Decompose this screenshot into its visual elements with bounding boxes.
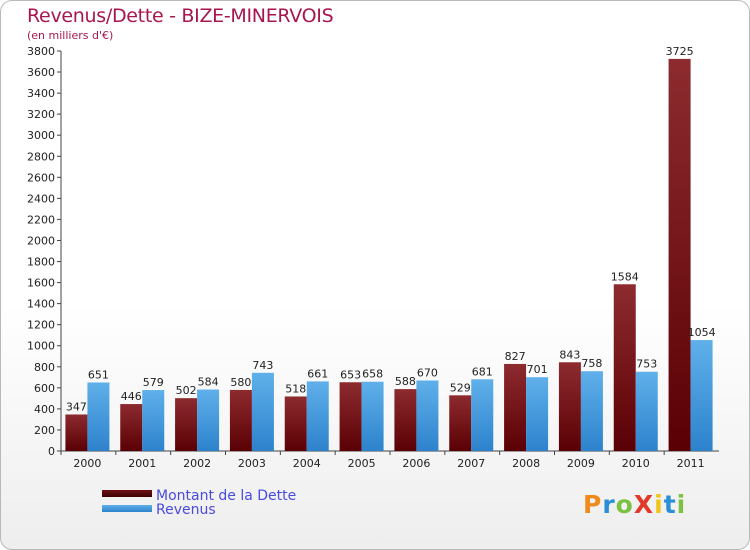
y-tick-label: 1200 — [27, 319, 55, 332]
y-tick-label: 3000 — [27, 129, 55, 142]
bar-debt-2004 — [284, 396, 307, 451]
data-label-debt-2003: 580 — [230, 376, 251, 389]
x-tick-label: 2008 — [512, 457, 540, 470]
axes: 0 200 400 600 800 1000 1200 1400 1600 1800 2000 220… — [27, 45, 719, 470]
data-label-debt-2010: 1584 — [611, 270, 639, 283]
data-label-revenue-2006: 670 — [417, 366, 438, 379]
data-label-debt-2011: 3725 — [666, 45, 694, 58]
x-tick-label: 2003 — [238, 457, 266, 470]
logo-letter: r — [602, 490, 616, 519]
x-tick-label: 2005 — [348, 457, 376, 470]
bar-revenue-2001 — [142, 390, 165, 451]
data-label-revenue-2005: 658 — [362, 368, 383, 381]
chart-title: Revenus/Dette - BIZE-MINERVOIS — [27, 5, 334, 27]
proxiti-logo: ProXiti — [583, 490, 686, 519]
x-tick-label: 2002 — [183, 457, 211, 470]
y-tick-label: 2200 — [27, 213, 55, 226]
data-label-debt-2000: 347 — [66, 400, 87, 413]
legend-label-debt: Montant de la Dette — [156, 488, 297, 504]
y-tick-label: 3800 — [27, 45, 55, 58]
bar-debt-2008 — [504, 363, 527, 451]
x-tick-label: 2007 — [457, 457, 485, 470]
y-tick-label: 1400 — [27, 298, 55, 311]
data-label-revenue-2003: 743 — [252, 359, 273, 372]
x-tick-label: 2010 — [622, 457, 650, 470]
x-tick-label: 2000 — [73, 457, 101, 470]
data-label-revenue-2011: 1054 — [688, 326, 716, 339]
data-label-revenue-2007: 681 — [472, 365, 493, 378]
logo-letter: i — [676, 490, 687, 519]
y-tick-label: 800 — [34, 361, 55, 374]
bar-debt-2005 — [339, 382, 362, 451]
logo-letter: i — [654, 490, 664, 519]
data-label-revenue-2002: 584 — [198, 376, 219, 389]
bars — [65, 58, 713, 451]
x-tick-label: 2009 — [567, 457, 595, 470]
data-label-debt-2001: 446 — [121, 390, 142, 403]
legend-swatch-revenue — [102, 505, 152, 512]
bar-revenue-2009 — [580, 371, 603, 451]
legend-swatch-debt — [102, 490, 152, 497]
x-tick-label: 2006 — [402, 457, 430, 470]
bar-revenue-2007 — [471, 379, 494, 451]
bar-revenue-2011 — [690, 340, 713, 451]
y-tick-label: 600 — [34, 382, 55, 395]
logo-letter: o — [615, 490, 634, 519]
data-label-debt-2002: 502 — [176, 384, 197, 397]
bar-revenue-2010 — [635, 371, 658, 451]
bar-revenue-2006 — [416, 380, 439, 451]
x-tick-label: 2004 — [293, 457, 321, 470]
bar-debt-2010 — [613, 284, 636, 451]
bar-debt-2009 — [558, 362, 581, 451]
bar-debt-2011 — [668, 58, 691, 451]
y-tick-label: 2800 — [27, 150, 55, 163]
data-label-revenue-2004: 661 — [307, 367, 328, 380]
data-label-revenue-2010: 753 — [636, 358, 657, 371]
y-tick-label: 400 — [34, 403, 55, 416]
data-label-debt-2006: 588 — [395, 375, 416, 388]
data-label-revenue-2000: 651 — [88, 368, 109, 381]
y-tick-label: 0 — [48, 445, 55, 458]
y-tick-label: 2400 — [27, 192, 55, 205]
bar-revenue-2008 — [526, 377, 549, 451]
data-label-debt-2005: 653 — [340, 368, 361, 381]
data-label-revenue-2001: 579 — [143, 376, 164, 389]
y-tick-label: 1600 — [27, 277, 55, 290]
data-label-debt-2008: 827 — [505, 350, 526, 363]
x-tick-label: 2011 — [677, 457, 705, 470]
bar-revenue-2003 — [251, 372, 274, 451]
bar-revenue-2004 — [306, 381, 329, 451]
bar-revenue-2000 — [87, 382, 110, 451]
bar-debt-2006 — [394, 389, 417, 451]
y-tick-label: 3200 — [27, 108, 55, 121]
bar-debt-2002 — [175, 398, 198, 451]
logo-letter: X — [633, 490, 655, 519]
logo-letter: P — [583, 490, 603, 519]
y-tick-label: 2000 — [27, 234, 55, 247]
bar-revenue-2002 — [197, 389, 220, 451]
y-tick-label: 1800 — [27, 256, 55, 269]
y-tick-label: 200 — [34, 424, 55, 437]
y-tick-label: 2600 — [27, 171, 55, 184]
x-tick-label: 2001 — [128, 457, 156, 470]
data-label-revenue-2009: 758 — [581, 357, 602, 370]
y-tick-label: 3600 — [27, 66, 55, 79]
data-label-revenue-2008: 701 — [527, 363, 548, 376]
y-tick-label: 1000 — [27, 340, 55, 353]
y-tick-label: 3400 — [27, 87, 55, 100]
bar-debt-2003 — [229, 389, 252, 451]
bar-debt-2001 — [120, 404, 143, 451]
bar-revenue-2005 — [361, 381, 384, 451]
bar-debt-2007 — [449, 395, 472, 451]
data-label-debt-2004: 518 — [285, 382, 306, 395]
bar-debt-2000 — [65, 414, 88, 451]
logo-letter: t — [663, 490, 677, 519]
chart-subtitle: (en milliers d'€) — [27, 29, 114, 42]
data-label-debt-2007: 529 — [450, 381, 471, 394]
legend-label-revenue: Revenus — [156, 502, 216, 518]
data-label-debt-2009: 843 — [559, 348, 580, 361]
